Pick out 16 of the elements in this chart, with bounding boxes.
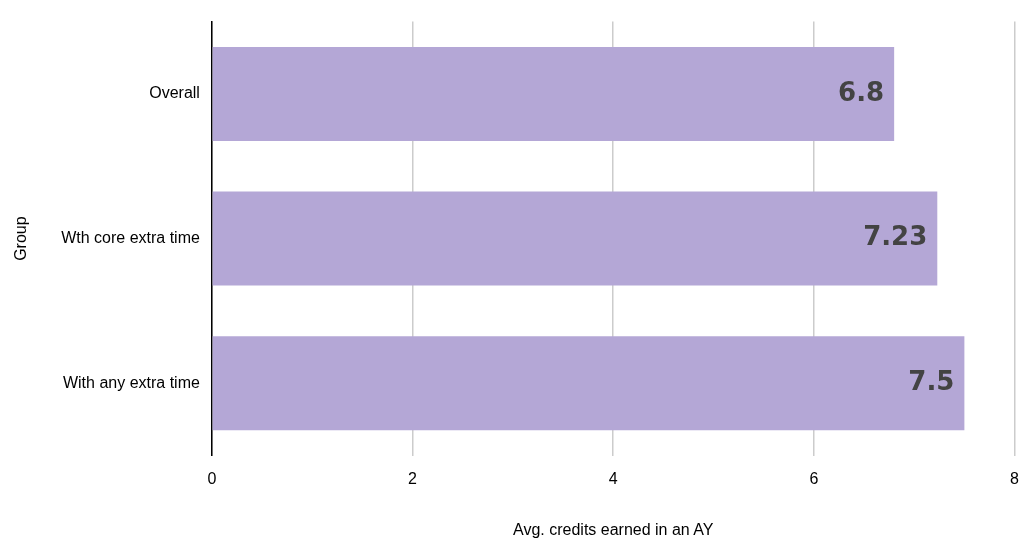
y-tick-label: Overall [149, 84, 200, 102]
x-tick-label: 0 [207, 469, 217, 487]
y-tick-label: With any extra time [62, 373, 200, 391]
x-tick-label: 2 [408, 469, 418, 487]
x-tick-label: 6 [809, 469, 819, 487]
x-tick-label: 8 [1010, 469, 1020, 487]
y-tick-label: Wth core extra time [61, 229, 200, 247]
bar [212, 46, 895, 141]
bar [212, 191, 938, 286]
data-label: 6.8 [838, 76, 885, 107]
data-label: 7.23 [863, 221, 928, 252]
bar [212, 336, 965, 431]
x-tick-label: 4 [608, 469, 618, 487]
y-axis-title: Group [12, 216, 30, 261]
data-label: 7.5 [908, 366, 955, 397]
x-axis-title: Avg. credits earned in an AY [513, 520, 714, 538]
